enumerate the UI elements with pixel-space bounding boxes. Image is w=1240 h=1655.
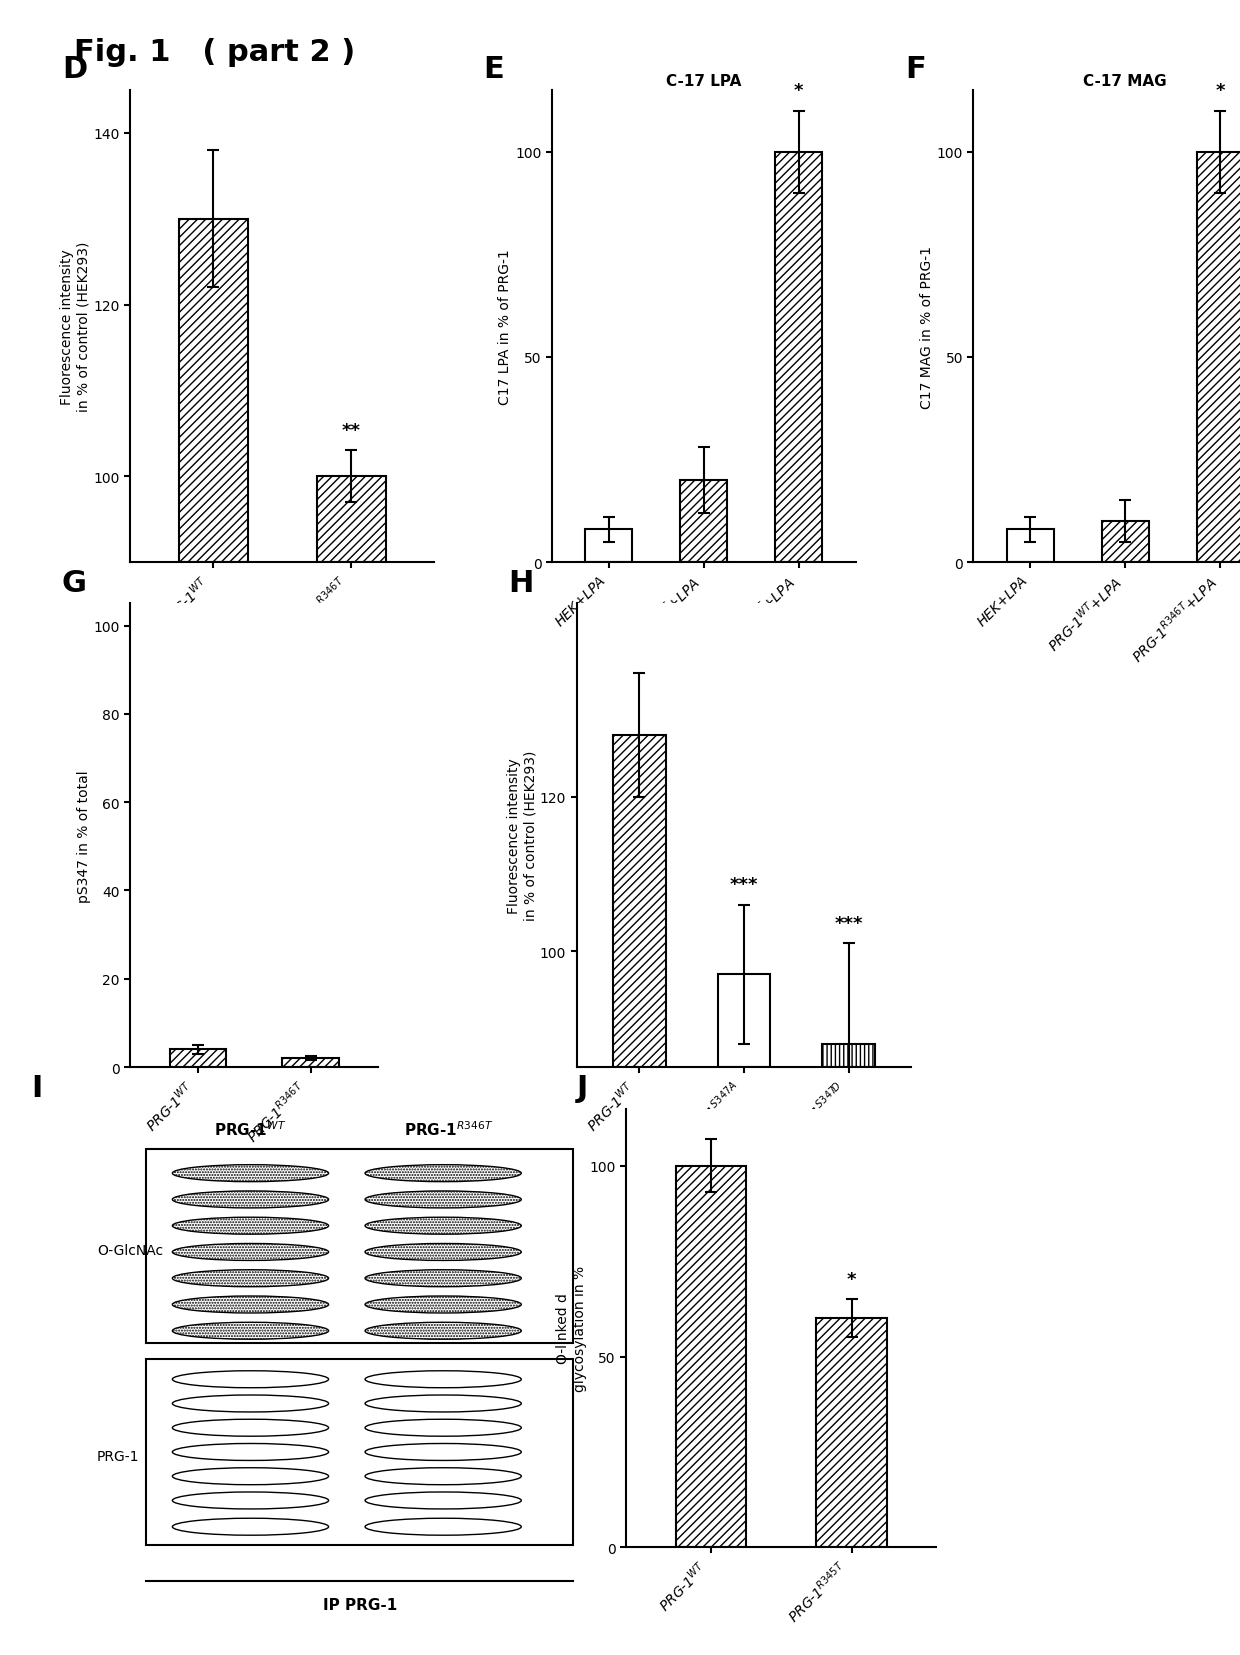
Text: G: G <box>62 568 87 597</box>
Bar <box>822 1044 874 1067</box>
Ellipse shape <box>365 1518 521 1536</box>
Bar <box>676 1167 746 1547</box>
Ellipse shape <box>172 1468 329 1485</box>
Ellipse shape <box>365 1443 521 1461</box>
Text: O-GlcNAc: O-GlcNAc <box>97 1243 162 1258</box>
Ellipse shape <box>365 1468 521 1485</box>
Ellipse shape <box>365 1296 521 1312</box>
Ellipse shape <box>365 1192 521 1208</box>
Bar <box>718 975 770 1067</box>
Bar <box>680 480 728 563</box>
Text: **: ** <box>342 422 361 440</box>
Bar <box>816 1319 887 1547</box>
Ellipse shape <box>172 1296 329 1312</box>
Bar <box>170 1049 226 1067</box>
Bar <box>316 477 386 563</box>
Bar <box>1101 521 1149 563</box>
Ellipse shape <box>172 1493 329 1509</box>
Y-axis label: O-linked d
glycosylation in %: O-linked d glycosylation in % <box>557 1264 587 1392</box>
Ellipse shape <box>365 1165 521 1182</box>
Ellipse shape <box>172 1243 329 1261</box>
Bar <box>1007 530 1054 563</box>
Text: E: E <box>484 55 505 84</box>
Y-axis label: C17 MAG in % of PRG-1: C17 MAG in % of PRG-1 <box>920 245 934 409</box>
Ellipse shape <box>172 1322 329 1339</box>
Ellipse shape <box>365 1243 521 1261</box>
Bar <box>146 1359 573 1546</box>
Ellipse shape <box>172 1218 329 1235</box>
Text: Fig. 1   ( part 2 ): Fig. 1 ( part 2 ) <box>74 38 356 68</box>
Text: J: J <box>577 1072 588 1102</box>
Ellipse shape <box>365 1493 521 1509</box>
Text: ***: *** <box>835 914 863 932</box>
Ellipse shape <box>172 1192 329 1208</box>
Bar <box>146 1149 573 1344</box>
Y-axis label: C17 LPA in % of PRG-1: C17 LPA in % of PRG-1 <box>498 248 512 405</box>
Text: PRG-1$^{WT}$: PRG-1$^{WT}$ <box>215 1120 286 1139</box>
Bar <box>585 530 632 563</box>
Title: C-17 LPA: C-17 LPA <box>666 73 742 88</box>
Bar <box>283 1059 339 1067</box>
Ellipse shape <box>365 1420 521 1437</box>
Text: I: I <box>31 1072 42 1102</box>
Ellipse shape <box>365 1269 521 1288</box>
Ellipse shape <box>172 1443 329 1461</box>
Y-axis label: Fluorescence intensity
in % of control (HEK293): Fluorescence intensity in % of control (… <box>61 242 91 412</box>
Ellipse shape <box>365 1218 521 1235</box>
Ellipse shape <box>365 1395 521 1412</box>
Text: *: * <box>1215 81 1225 99</box>
Bar <box>1197 152 1240 563</box>
Text: *: * <box>847 1271 857 1289</box>
Ellipse shape <box>172 1518 329 1536</box>
Bar <box>179 220 248 563</box>
Text: F: F <box>905 55 926 84</box>
Ellipse shape <box>172 1165 329 1182</box>
Text: *: * <box>794 81 804 99</box>
Ellipse shape <box>172 1420 329 1437</box>
Text: ***: *** <box>730 875 758 894</box>
Text: H: H <box>508 568 533 597</box>
Ellipse shape <box>365 1370 521 1389</box>
Title: C-17 MAG: C-17 MAG <box>1084 73 1167 88</box>
Text: PRG-1: PRG-1 <box>97 1450 139 1463</box>
Y-axis label: Fluorescence intensity
in % of control (HEK293): Fluorescence intensity in % of control (… <box>507 751 537 920</box>
Bar <box>775 152 822 563</box>
Ellipse shape <box>172 1395 329 1412</box>
Ellipse shape <box>172 1269 329 1288</box>
Text: PRG-1$^{R346T}$: PRG-1$^{R346T}$ <box>404 1120 494 1139</box>
Ellipse shape <box>365 1322 521 1339</box>
Text: D: D <box>62 55 87 84</box>
Y-axis label: pS347 in % of total: pS347 in % of total <box>77 770 91 902</box>
Text: IP PRG-1: IP PRG-1 <box>322 1597 397 1612</box>
Bar <box>614 735 666 1067</box>
Ellipse shape <box>172 1370 329 1389</box>
